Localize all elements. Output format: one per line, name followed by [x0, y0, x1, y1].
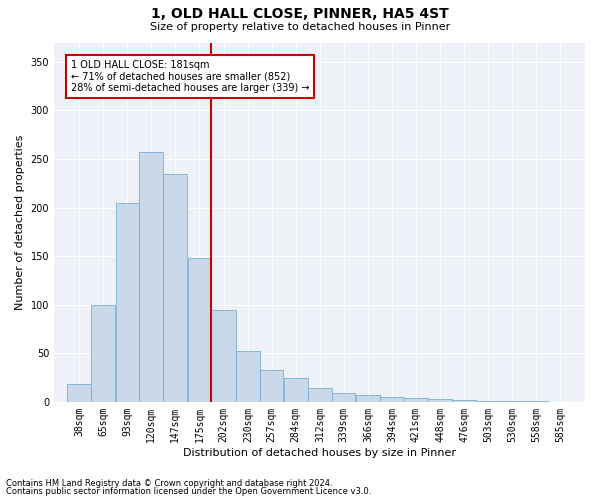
Bar: [500, 401, 524, 402]
Text: Size of property relative to detached houses in Pinner: Size of property relative to detached ho…: [150, 22, 450, 32]
Text: 1, OLD HALL CLOSE, PINNER, HA5 4ST: 1, OLD HALL CLOSE, PINNER, HA5 4ST: [151, 8, 449, 22]
Bar: [308, 388, 332, 402]
Bar: [67, 384, 91, 402]
X-axis label: Distribution of detached houses by size in Pinner: Distribution of detached houses by size …: [183, 448, 456, 458]
Text: 1 OLD HALL CLOSE: 181sqm
← 71% of detached houses are smaller (852)
28% of semi-: 1 OLD HALL CLOSE: 181sqm ← 71% of detach…: [71, 60, 309, 93]
Bar: [139, 152, 163, 402]
Text: Contains HM Land Registry data © Crown copyright and database right 2024.: Contains HM Land Registry data © Crown c…: [6, 478, 332, 488]
Bar: [188, 258, 211, 402]
Bar: [236, 352, 260, 402]
Bar: [284, 378, 308, 402]
Y-axis label: Number of detached properties: Number of detached properties: [15, 134, 25, 310]
Bar: [524, 401, 548, 402]
Bar: [476, 401, 500, 402]
Bar: [380, 397, 404, 402]
Text: Contains public sector information licensed under the Open Government Licence v3: Contains public sector information licen…: [6, 487, 371, 496]
Bar: [163, 174, 187, 402]
Bar: [452, 400, 476, 402]
Bar: [116, 202, 139, 402]
Bar: [404, 398, 428, 402]
Bar: [428, 399, 452, 402]
Bar: [211, 310, 236, 402]
Bar: [91, 304, 115, 402]
Bar: [260, 370, 283, 402]
Bar: [332, 393, 355, 402]
Bar: [356, 395, 380, 402]
